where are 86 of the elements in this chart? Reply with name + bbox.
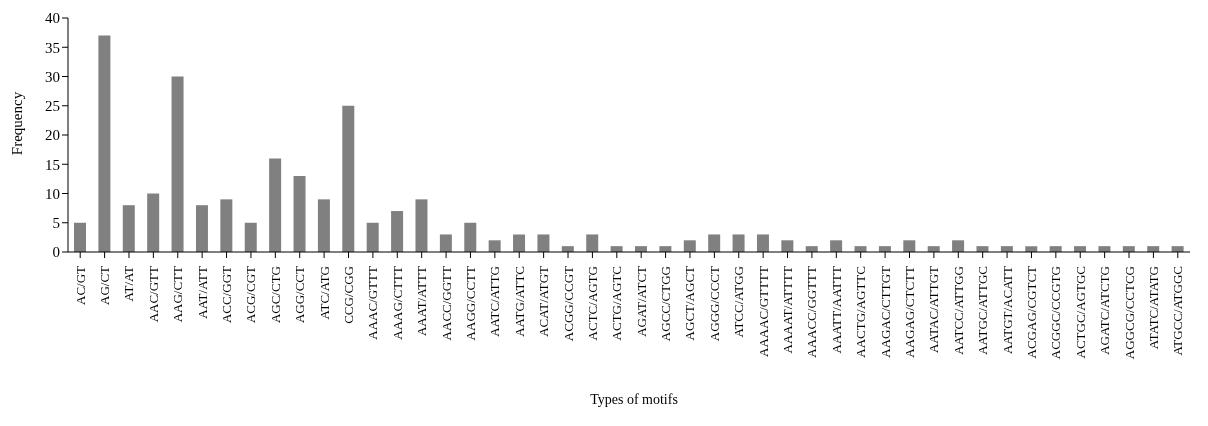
x-tick-label: AAACC/GGTTT bbox=[804, 265, 820, 358]
bar bbox=[488, 240, 501, 252]
x-tick-label: AGCT/AGCT bbox=[682, 265, 698, 341]
bar bbox=[415, 199, 428, 252]
bar bbox=[391, 211, 404, 252]
x-tick-label: AAGAC/CTTGT bbox=[877, 265, 893, 358]
bar bbox=[683, 240, 696, 252]
bar bbox=[366, 222, 379, 252]
bar bbox=[537, 234, 550, 252]
y-tick-label: 15 bbox=[45, 156, 60, 173]
x-tick-label: ACGGC/CCGTG bbox=[1048, 266, 1064, 360]
bar bbox=[342, 105, 355, 252]
x-tick-label: ACGAG/CGTCT bbox=[1023, 265, 1039, 359]
x-tick-label: ACC/GGT bbox=[219, 265, 235, 324]
x-tick-label: AATCC/ATTGG bbox=[950, 266, 966, 355]
bar bbox=[317, 199, 330, 252]
x-tick-label: AATGT/ACATT bbox=[999, 265, 1015, 355]
bar bbox=[147, 193, 160, 252]
x-tick-label: ATGCC/ATGGC bbox=[1170, 266, 1186, 356]
y-tick-label: 25 bbox=[45, 98, 60, 115]
x-tick-label: AGC/CTG bbox=[267, 266, 283, 324]
x-tick-label: ACG/CGT bbox=[243, 265, 259, 324]
x-tick-label: AACTG/AGTTC bbox=[853, 266, 869, 358]
x-tick-label: ATC/ATG bbox=[316, 266, 332, 320]
x-tick-label: AATAC/ATTGT bbox=[926, 265, 942, 354]
bar bbox=[195, 205, 208, 252]
bar bbox=[244, 222, 257, 252]
y-tick-label: 5 bbox=[52, 215, 60, 232]
bar bbox=[952, 240, 965, 252]
bar bbox=[439, 234, 452, 252]
x-tick-label: ACGG/CCGT bbox=[560, 265, 576, 342]
x-tick-label: AAG/CTT bbox=[170, 265, 186, 323]
x-tick-label: CCG/CGG bbox=[341, 266, 356, 324]
bar bbox=[122, 205, 135, 252]
x-tick-label: AAC/GTT bbox=[145, 265, 161, 323]
x-tick-label: AAAC/GTTT bbox=[365, 265, 381, 340]
x-tick-label: AAGAG/CTCTT bbox=[902, 265, 917, 358]
x-tick-label: ATATC/ATATG bbox=[1145, 266, 1161, 350]
x-tick-label: AGGG/CCCT bbox=[706, 265, 722, 342]
x-tick-label: AAAG/CTTT bbox=[389, 265, 405, 340]
y-tick-label: 35 bbox=[45, 39, 60, 56]
bar bbox=[732, 234, 745, 252]
bar bbox=[464, 222, 477, 252]
x-tick-label: AAATT/AATTT bbox=[828, 265, 844, 354]
x-axis-title: Types of motifs bbox=[589, 392, 679, 408]
bar bbox=[98, 35, 111, 252]
bar bbox=[293, 175, 306, 252]
y-tick-label: 20 bbox=[45, 127, 60, 144]
bar bbox=[708, 234, 721, 252]
x-tick-label: AGATC/ATCTG bbox=[1097, 266, 1113, 355]
bar bbox=[74, 222, 86, 252]
x-tick-label: AGG/CCT bbox=[292, 265, 308, 324]
x-tick-label: AAGG/CCTT bbox=[462, 265, 478, 341]
bar bbox=[830, 240, 843, 252]
x-tick-label: AAAAC/GTTTT bbox=[755, 265, 771, 357]
bar bbox=[586, 234, 599, 252]
x-tick-label: ACTC/AGTG bbox=[584, 266, 600, 341]
x-tick-label: AT/AT bbox=[121, 265, 137, 302]
x-tick-label: ATCC/ATGG bbox=[731, 266, 747, 338]
x-tick-label: ACTG/AGTC bbox=[609, 266, 625, 341]
x-tick-label: AATC/ATTG bbox=[487, 266, 503, 337]
x-tick-label: AACC/GGTT bbox=[438, 265, 454, 341]
x-tick-label: ACTGC/AGTGC bbox=[1072, 266, 1088, 359]
x-tick-label: AG/CT bbox=[97, 265, 113, 305]
bar bbox=[513, 234, 526, 252]
x-tick-label: AGGCG/CCTCG bbox=[1121, 266, 1137, 360]
bar bbox=[781, 240, 794, 252]
bar bbox=[171, 76, 184, 252]
x-tick-label: AATGC/ATTGC bbox=[975, 266, 991, 355]
bar bbox=[269, 158, 282, 252]
x-tick-label: AAT/ATT bbox=[194, 265, 210, 319]
x-tick-label: AC/GT bbox=[72, 265, 88, 305]
y-tick-label: 30 bbox=[45, 68, 60, 85]
x-tick-label: AGCC/CTGG bbox=[658, 266, 674, 342]
x-tick-label: AAAAT/ATTTT bbox=[780, 265, 796, 354]
y-axis-title: Frequency bbox=[9, 91, 27, 155]
y-tick-label: 10 bbox=[45, 185, 60, 202]
bar bbox=[903, 240, 916, 252]
y-tick-label: 40 bbox=[45, 10, 60, 27]
bar bbox=[220, 199, 233, 252]
x-tick-label: AATG/ATTC bbox=[511, 266, 527, 337]
y-tick-label: 0 bbox=[52, 244, 60, 261]
bar bbox=[756, 234, 769, 252]
x-tick-label: ACAT/ATGT bbox=[536, 265, 552, 337]
x-tick-label: AAAT/ATTT bbox=[414, 265, 430, 337]
x-tick-label: AGAT/ATCT bbox=[633, 265, 649, 337]
